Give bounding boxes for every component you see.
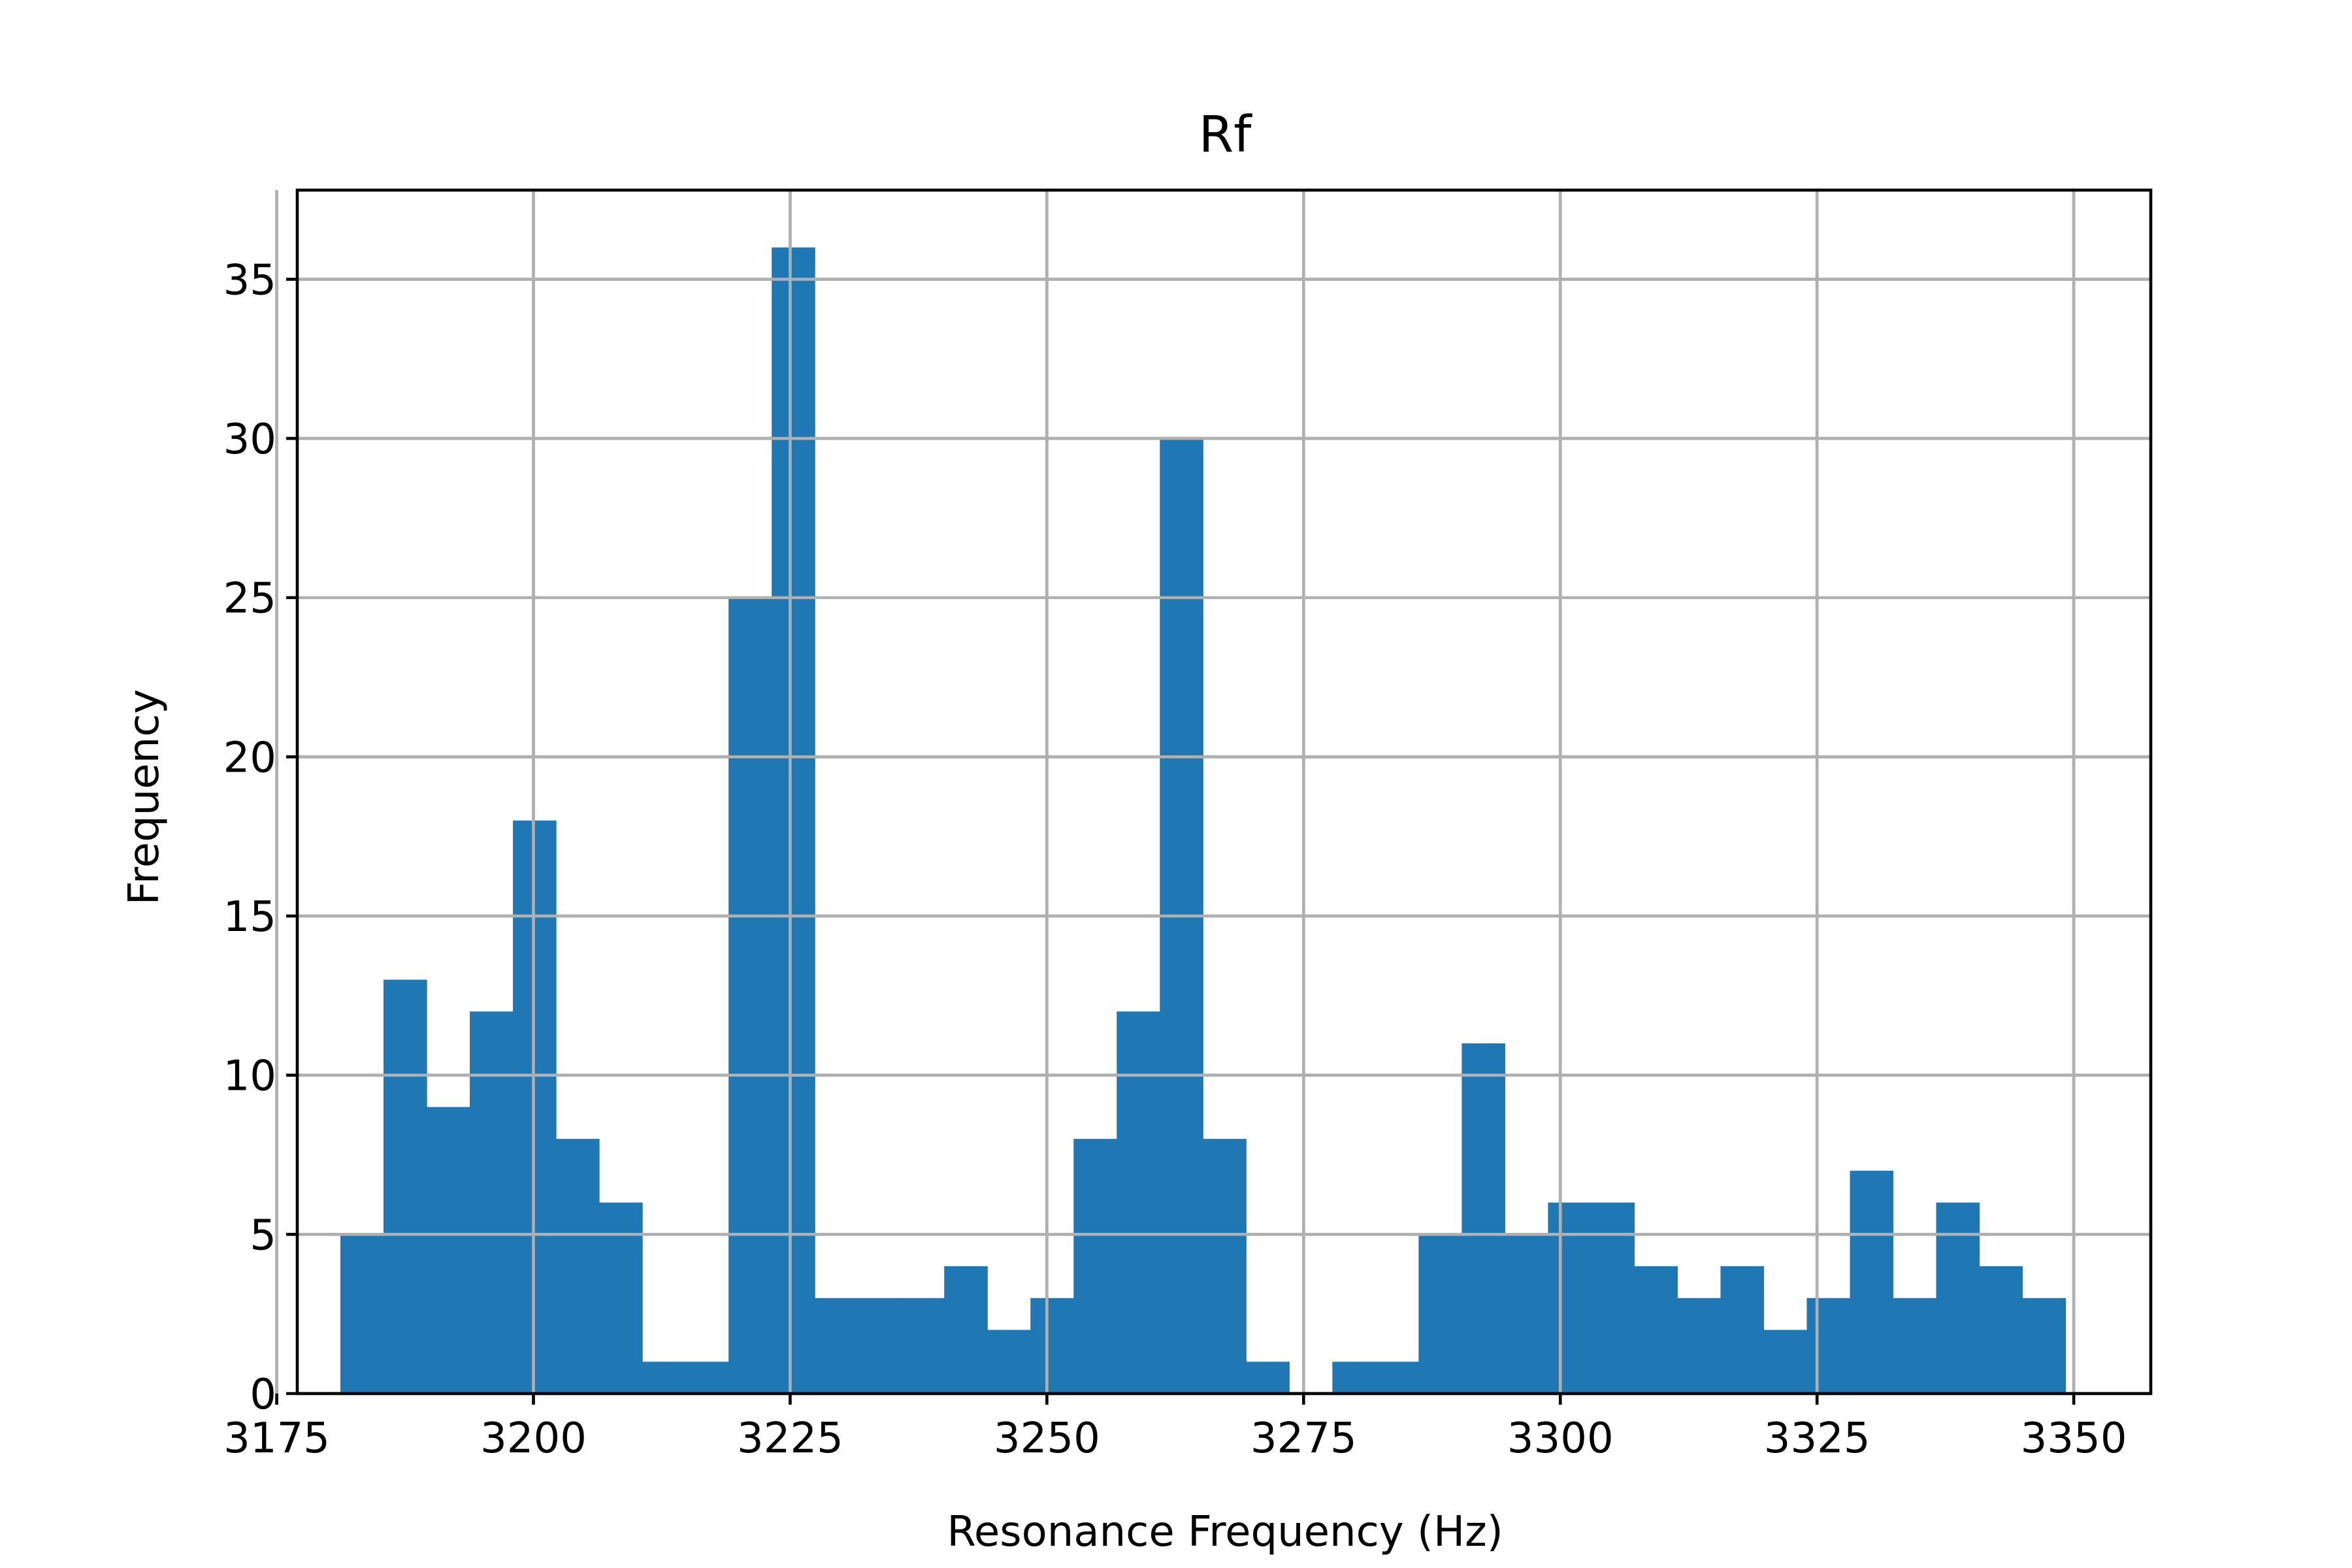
y-tick-label: 10 bbox=[223, 1053, 276, 1101]
histogram-bar bbox=[1375, 1362, 1419, 1394]
histogram-bar bbox=[1418, 1234, 1462, 1394]
histogram-bar bbox=[944, 1266, 988, 1394]
y-tick-label: 30 bbox=[223, 416, 276, 464]
histogram-bar bbox=[1332, 1362, 1376, 1394]
histogram-bar bbox=[1073, 1139, 1117, 1394]
x-tick-label: 3175 bbox=[223, 1414, 330, 1463]
histogram-bar bbox=[772, 247, 815, 1394]
histogram-bar bbox=[1893, 1298, 1937, 1394]
histogram-bar bbox=[1763, 1330, 1808, 1394]
y-tick-label: 25 bbox=[223, 575, 276, 623]
axes-frame bbox=[295, 188, 2153, 1396]
x-tick-label: 3300 bbox=[1507, 1414, 1614, 1463]
histogram-bar bbox=[642, 1362, 686, 1394]
y-tick-label: 0 bbox=[250, 1371, 276, 1419]
x-tick-label: 3325 bbox=[1764, 1414, 1870, 1463]
x-axis-label: Resonance Frequency (Hz) bbox=[947, 1508, 1503, 1556]
histogram-bar bbox=[1030, 1298, 1074, 1394]
histogram-bar bbox=[556, 1139, 600, 1394]
histogram-bar bbox=[470, 1011, 514, 1394]
histogram-bar bbox=[427, 1107, 470, 1394]
histogram-bar bbox=[384, 979, 427, 1394]
y-tick-label: 35 bbox=[223, 256, 276, 304]
y-tick-label: 15 bbox=[223, 893, 276, 941]
histogram-bar bbox=[1806, 1298, 1851, 1394]
histogram-bar bbox=[815, 1298, 858, 1394]
histogram-bar bbox=[901, 1298, 945, 1394]
histogram-bar bbox=[858, 1298, 902, 1394]
y-tick-label: 5 bbox=[250, 1211, 276, 1260]
x-tick-label: 3200 bbox=[480, 1414, 587, 1463]
histogram-bar bbox=[987, 1330, 1031, 1394]
histogram-bar bbox=[685, 1362, 729, 1394]
histogram-bar bbox=[1634, 1266, 1678, 1394]
histogram-bar bbox=[1117, 1011, 1160, 1394]
histogram-bar bbox=[1591, 1202, 1635, 1394]
x-tick-label: 3250 bbox=[994, 1414, 1100, 1463]
histogram-bar bbox=[1720, 1266, 1765, 1394]
histogram-bar bbox=[1936, 1202, 1980, 1394]
histogram-bar bbox=[1979, 1266, 2023, 1394]
y-axis-label: Frequency bbox=[120, 689, 169, 906]
histogram-bar bbox=[728, 597, 772, 1394]
histogram-bar bbox=[1246, 1362, 1290, 1394]
histogram-bar bbox=[1677, 1298, 1722, 1394]
x-tick-label: 3275 bbox=[1250, 1414, 1357, 1463]
x-tick-label: 3225 bbox=[737, 1414, 843, 1463]
histogram-bar bbox=[1462, 1043, 1505, 1394]
histogram-bar bbox=[1850, 1170, 1894, 1394]
histogram-bar bbox=[1548, 1202, 1592, 1394]
x-tick-label: 3350 bbox=[2021, 1414, 2127, 1463]
histogram-bar bbox=[340, 1234, 384, 1394]
y-tick-label: 20 bbox=[223, 734, 276, 782]
grid-overlay bbox=[275, 190, 2151, 1396]
histogram-bar bbox=[1203, 1139, 1247, 1394]
histogram-bar bbox=[599, 1202, 643, 1394]
histogram-bar bbox=[1505, 1234, 1548, 1394]
chart-title: Rf bbox=[1199, 106, 1253, 164]
ticks: 3175 3200 3225 3250 3275 3300 3325 3350 0 5 10 15 20… bbox=[223, 256, 2127, 1463]
histogram-bar bbox=[2022, 1298, 2066, 1394]
